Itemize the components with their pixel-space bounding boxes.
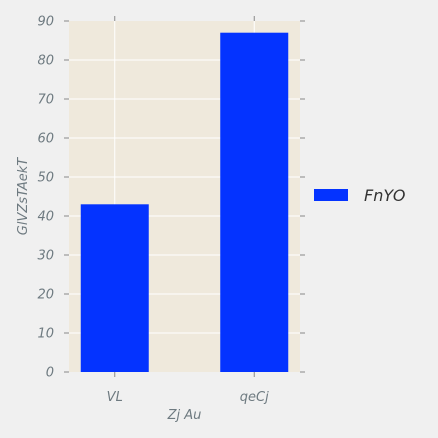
y-tick-label: 0 bbox=[46, 366, 54, 381]
x-axis-title: Zj Au bbox=[167, 408, 202, 423]
bar-VL bbox=[80, 204, 149, 372]
y-tick-label: 20 bbox=[37, 288, 54, 303]
ticks: 0 10 20 30 40 50 60 70 80 90 VL qeCj bbox=[37, 15, 305, 405]
y-axis-title: GlVZsTAekT bbox=[16, 157, 31, 235]
bars bbox=[80, 32, 289, 372]
y-tick-label: 90 bbox=[37, 15, 54, 30]
y-tick-label: 40 bbox=[37, 210, 54, 225]
y-tick-label: 80 bbox=[37, 54, 54, 69]
y-tick-label: 50 bbox=[37, 171, 54, 186]
y-tick-label: 60 bbox=[37, 132, 54, 147]
legend-swatch bbox=[314, 189, 348, 201]
x-tick-label: qeCj bbox=[240, 390, 269, 405]
y-tick-label: 70 bbox=[37, 93, 54, 108]
y-tick-label: 10 bbox=[37, 327, 54, 342]
x-tick-label: VL bbox=[107, 390, 123, 405]
y-tick-label: 30 bbox=[37, 249, 54, 264]
bar-qeCj bbox=[220, 32, 289, 372]
legend-label: FnYO bbox=[364, 186, 405, 205]
legend: FnYO bbox=[314, 186, 405, 205]
